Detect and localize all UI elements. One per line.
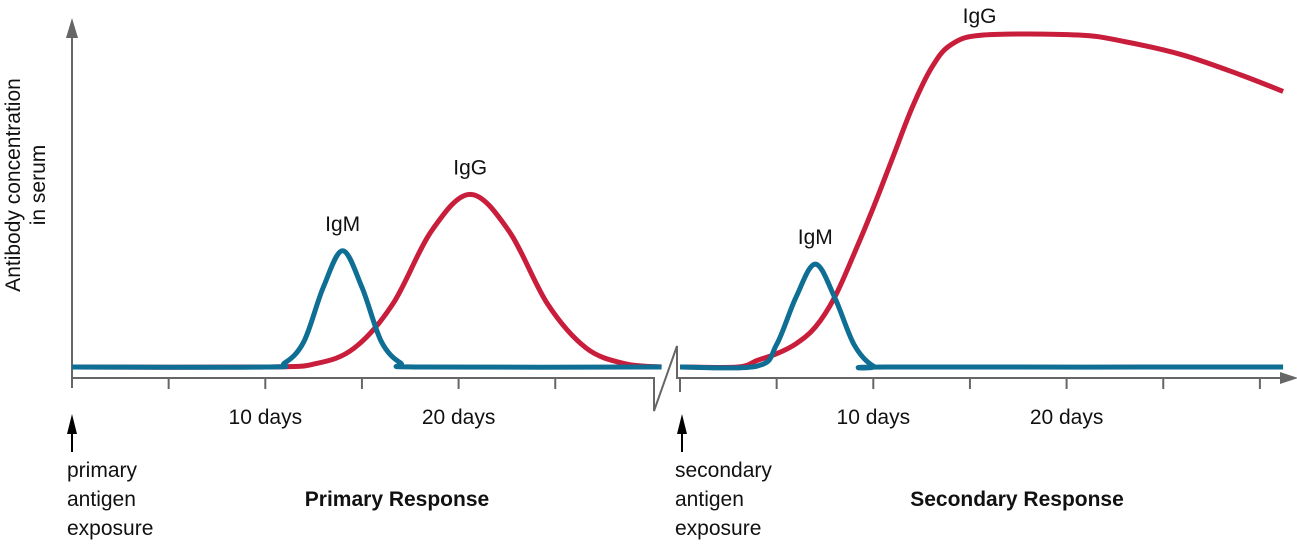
series-line-igm	[679, 261, 1284, 371]
exposure-label: exposure	[675, 517, 761, 540]
x-axis-arrow-icon	[1280, 372, 1297, 384]
exposure-label: primary	[67, 459, 138, 482]
series-label-igm: IgM	[798, 226, 833, 249]
x-tick-label: 10 days	[837, 406, 911, 429]
exposure-label: antigen	[675, 488, 744, 511]
series-line-igg	[71, 191, 662, 370]
y-axis-label-line: Antibody concentration	[2, 78, 25, 292]
exposure-label: exposure	[67, 517, 153, 540]
y-axis-label-line: in serum	[27, 145, 50, 226]
series-line-igg	[679, 31, 1285, 370]
x-tick-label: 10 days	[229, 406, 303, 429]
series-label-igg: IgG	[453, 156, 487, 179]
exposure-arrow-icon	[67, 414, 77, 434]
x-axis	[72, 345, 1283, 412]
x-tick-label: 20 days	[422, 406, 496, 429]
y-axis-label: Antibody concentrationin serum	[2, 78, 50, 292]
series-label-igg: IgG	[963, 5, 997, 28]
panel-title: Primary Response	[305, 488, 489, 511]
exposure-arrow-icon	[677, 414, 687, 434]
series-line-igm	[71, 248, 662, 370]
y-axis-arrow-icon	[66, 18, 78, 38]
x-tick-label: 20 days	[1030, 406, 1104, 429]
exposure-label: antigen	[67, 488, 136, 511]
panel-title: Secondary Response	[910, 488, 1124, 511]
series-label-igm: IgM	[325, 213, 360, 236]
exposure-label: secondary	[675, 459, 772, 482]
